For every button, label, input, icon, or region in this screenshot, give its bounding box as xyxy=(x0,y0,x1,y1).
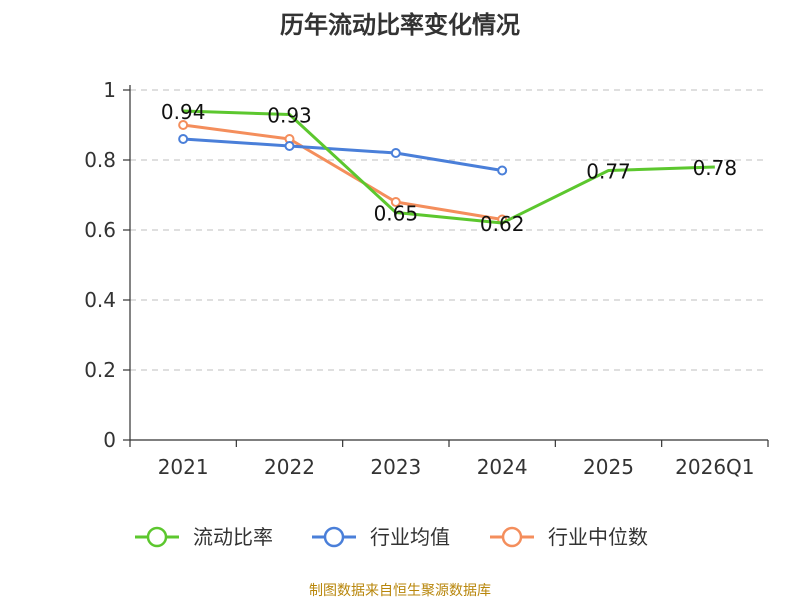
legend-item-0: 流动比率 xyxy=(135,525,273,549)
series-lines xyxy=(178,109,715,225)
grid-lines xyxy=(130,89,768,371)
data-label: 0.94 xyxy=(161,100,206,124)
series-line-2 xyxy=(182,123,503,221)
data-label: 0.93 xyxy=(267,104,312,128)
legend-marker xyxy=(146,526,168,548)
data-label: 0.62 xyxy=(480,212,525,236)
legend-marker xyxy=(323,526,345,548)
y-tick-label: 0.8 xyxy=(84,148,116,172)
y-axis-ticks: 0 0.2 0.4 0.6 0.8 1 xyxy=(84,78,116,452)
y-tick-label: 0 xyxy=(103,428,116,452)
y-tick-label: 0.6 xyxy=(84,218,116,242)
legend-label: 行业中位数 xyxy=(548,525,648,549)
data-point xyxy=(497,165,508,176)
axes xyxy=(123,85,769,447)
data-label: 0.78 xyxy=(693,156,738,180)
legend-item-2: 行业中位数 xyxy=(490,525,648,549)
x-tick-label: 2023 xyxy=(370,455,421,479)
y-tick-label: 0.2 xyxy=(84,358,116,382)
x-tick-label: 2024 xyxy=(477,455,528,479)
legend-marker xyxy=(501,526,523,548)
y-tick-label: 0.4 xyxy=(84,288,116,312)
legend: 流动比率 行业均值 行业中位数 xyxy=(135,525,648,549)
x-axis-ticks: 2021 2022 2023 2024 2025 2026Q1 xyxy=(158,455,755,479)
data-label: 0.77 xyxy=(586,160,631,184)
x-tick-label: 2026Q1 xyxy=(675,455,754,479)
series-line-1 xyxy=(183,137,503,172)
data-point xyxy=(178,120,189,130)
data-point xyxy=(178,134,189,144)
data-point xyxy=(390,197,401,207)
data-point xyxy=(390,148,401,158)
data-point xyxy=(284,141,295,151)
series-line-0 xyxy=(183,109,715,225)
legend-label: 行业均值 xyxy=(370,525,450,549)
chart-title: 历年流动比率变化情况 xyxy=(280,11,520,39)
source-note: 制图数据来自恒生聚源数据库 xyxy=(309,583,491,599)
x-tick-label: 2022 xyxy=(264,455,315,479)
x-tick-label: 2021 xyxy=(158,455,209,479)
legend-label: 流动比率 xyxy=(193,525,273,549)
data-label: 0.65 xyxy=(374,202,419,226)
data-labels: 0.94 0.93 0.65 0.62 0.77 0.78 xyxy=(161,100,737,236)
legend-item-1: 行业均值 xyxy=(312,525,450,549)
y-tick-label: 1 xyxy=(103,78,116,102)
x-tick-label: 2025 xyxy=(583,455,634,479)
